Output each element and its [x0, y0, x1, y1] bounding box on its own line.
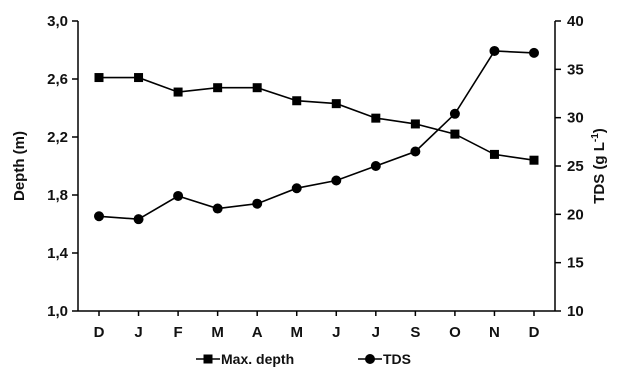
tds-point-marker	[370, 161, 381, 171]
x-tick-label: M	[211, 324, 224, 341]
depth-point-marker	[529, 155, 539, 165]
y-axis-right-title: TDS (g L-1)	[590, 128, 608, 204]
depth-point-marker	[252, 83, 262, 93]
y-right-tick-label: 20	[567, 206, 584, 223]
y-right-tick-label: 30	[567, 110, 584, 127]
tds-point-marker	[94, 211, 104, 222]
x-tick-label: N	[489, 324, 500, 341]
y-left-tick-label: 2,2	[47, 129, 68, 146]
plot-frame	[77, 21, 556, 312]
legend: Max. depth TDS	[196, 351, 411, 367]
tds-point-marker	[410, 146, 421, 157]
x-tick-label: J	[332, 324, 340, 341]
depth-point-marker	[134, 73, 144, 83]
depth-point-marker	[173, 87, 183, 97]
x-tick-label: S	[410, 324, 420, 341]
axis-ticks: 1,0 1,4 1,8 2,2 2,6 3,0 10 15 20 25 30 35 40 D J F M A M J J…	[47, 13, 584, 341]
depth-point-marker	[410, 119, 420, 129]
x-tick-label: J	[372, 324, 380, 341]
tds-point-marker	[212, 203, 223, 214]
legend-label: TDS	[383, 351, 411, 367]
tds-point-marker	[173, 190, 184, 201]
depth-point-marker	[450, 129, 460, 139]
series-line-tds	[98, 50, 535, 221]
y-right-tick-label: 40	[567, 13, 584, 30]
legend-square-marker	[203, 354, 213, 364]
depth-point-marker	[292, 96, 302, 106]
y-left-tick-label: 3,0	[47, 13, 68, 30]
depth-point-marker	[94, 73, 104, 83]
y-left-tick-label: 2,6	[47, 71, 68, 88]
tds-point-marker	[331, 175, 342, 186]
y-axis-left-title: Depth (m)	[11, 131, 28, 201]
y-right-tick-label: 35	[567, 61, 584, 78]
legend-label: Max. depth	[221, 351, 294, 367]
legend-circle-marker	[365, 354, 375, 364]
tds-point-marker	[529, 47, 539, 58]
tds-point-marker	[252, 198, 263, 209]
x-tick-label: D	[94, 324, 105, 341]
y-left-tick-label: 1,4	[47, 245, 69, 262]
depth-point-marker	[489, 149, 499, 159]
x-tick-label: O	[449, 324, 461, 341]
y-left-tick-label: 1,0	[47, 303, 68, 320]
depth-point-marker	[331, 99, 341, 109]
depth-point-marker	[213, 83, 223, 93]
series-layer	[94, 45, 539, 225]
tds-point-marker	[291, 183, 302, 194]
x-tick-label: D	[529, 324, 540, 341]
y-right-tick-label: 25	[567, 158, 584, 175]
y-left-tick-label: 1,8	[47, 187, 68, 204]
x-tick-label: F	[174, 324, 183, 341]
y-right-tick-label: 15	[567, 255, 584, 272]
tds-point-marker	[489, 45, 500, 56]
series-line-max-depth	[99, 76, 535, 161]
tds-point-marker	[133, 214, 144, 225]
depth-point-marker	[371, 113, 381, 123]
x-tick-label: M	[290, 324, 303, 341]
y-axis-right-title-text: TDS (g L-1)	[590, 128, 608, 204]
tds-point-marker	[449, 108, 460, 119]
x-tick-label: A	[252, 324, 263, 341]
y-right-tick-label: 10	[567, 303, 584, 320]
x-tick-label: J	[134, 324, 142, 341]
